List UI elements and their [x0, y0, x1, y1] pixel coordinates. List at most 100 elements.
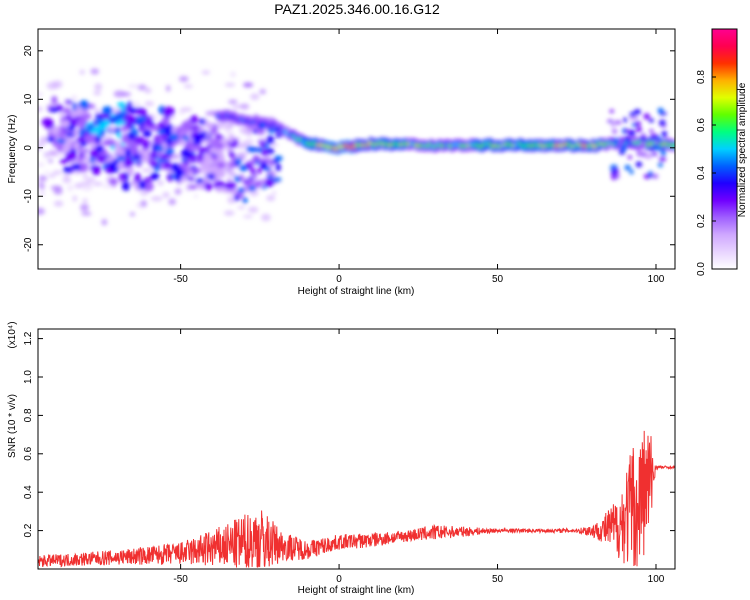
heat-cell [629, 169, 634, 175]
snr-x-ticks: -50 0 50 100 [173, 329, 665, 585]
heat-cell [79, 69, 85, 75]
heat-cell [205, 173, 216, 179]
heat-cell [614, 120, 622, 125]
heat-cell [134, 172, 142, 183]
heat-cell [224, 128, 231, 134]
heat-cell [267, 174, 273, 180]
heat-cell [229, 71, 237, 78]
heat-cell [74, 128, 80, 137]
heat-cell [620, 145, 627, 151]
heat-cell [165, 85, 171, 92]
colorbar-label: Normalized spectral amplitude [737, 82, 748, 217]
heat-cell [65, 132, 75, 138]
heat-cell [659, 157, 667, 162]
heat-cell [48, 107, 60, 113]
heat-cell [643, 113, 650, 120]
heat-cell [260, 122, 265, 129]
heat-cell [39, 182, 45, 190]
spectrogram-frame [37, 28, 676, 270]
heat-cell [623, 117, 628, 123]
heat-cell [51, 95, 58, 104]
heat-cell [107, 126, 117, 131]
heat-cell [72, 195, 78, 202]
x-tick-label: 50 [492, 274, 504, 285]
heat-cell [223, 210, 235, 216]
heat-cell [201, 70, 211, 75]
heat-cell [93, 90, 102, 96]
heat-cell [148, 151, 158, 159]
heat-cell [142, 129, 152, 138]
snr-y-scale-label: (x10⁴) [7, 321, 18, 348]
snr-panel: -50 0 50 100 0.2 0.4 0.6 0.8 1.0 1.2 Height of s… [7, 321, 676, 596]
heat-cell [176, 188, 182, 192]
spectrogram-x-ticks: -50 0 50 100 [173, 29, 665, 285]
heat-cell [127, 167, 134, 177]
heat-cell [228, 99, 238, 105]
x-tick-label: 0 [336, 574, 342, 585]
heat-cell [611, 173, 617, 180]
heat-cell [237, 205, 246, 210]
heat-cell [82, 173, 88, 180]
heat-cell [610, 170, 618, 175]
heat-cell [195, 177, 205, 185]
heat-cell [150, 172, 160, 181]
heat-cell [634, 121, 641, 127]
heat-cell [206, 122, 215, 130]
heat-cell [610, 121, 616, 128]
heat-cell [228, 151, 236, 158]
heat-cell [651, 134, 659, 138]
heat-cell [205, 154, 212, 164]
heat-cell [215, 186, 225, 193]
heat-cell [62, 177, 72, 184]
heat-cell [240, 103, 250, 111]
heat-cell [217, 154, 226, 162]
spectrogram-x-axis-label: Height of straight line (km) [298, 286, 415, 297]
colorbar-tick-label: 0.2 [696, 214, 707, 228]
heat-cell [44, 170, 50, 174]
heat-cell [65, 139, 73, 149]
heat-cell [136, 116, 148, 122]
spectrogram-y-ticks: -20 -10 0 10 20 [23, 45, 675, 252]
heat-cell [214, 168, 226, 179]
heat-cell [79, 203, 89, 212]
heat-cell [255, 160, 260, 165]
heat-cell [60, 119, 70, 128]
heat-cell [117, 132, 122, 139]
heat-cell [659, 119, 666, 126]
heat-cell [81, 183, 93, 191]
heat-cell [250, 167, 256, 176]
heat-cell [52, 80, 63, 89]
heat-cell [628, 129, 636, 137]
heat-cell [76, 137, 84, 143]
heat-cell [654, 140, 660, 145]
heat-cell [95, 145, 104, 153]
heat-cell [169, 154, 180, 160]
heat-cell [270, 143, 279, 147]
heat-cell [102, 119, 111, 127]
heat-cell [81, 101, 89, 110]
heat-cell [215, 142, 225, 150]
snr-series-line [38, 430, 675, 568]
heat-cell [640, 141, 646, 147]
heat-cell [118, 173, 126, 180]
heat-cell [138, 180, 147, 190]
heat-cell [239, 164, 248, 172]
heat-cell [266, 147, 275, 155]
heat-cell [102, 184, 113, 189]
heat-cell [272, 177, 282, 183]
heat-cell [247, 131, 252, 138]
heat-cell [275, 133, 282, 138]
heat-cell [613, 137, 620, 145]
heat-cell [636, 151, 642, 157]
heat-cell [635, 161, 643, 168]
heat-cell [178, 75, 189, 83]
heat-cell [624, 164, 631, 171]
heat-cell [246, 145, 254, 152]
heat-cell [144, 101, 155, 107]
heat-cell [261, 149, 269, 157]
heat-cell [117, 102, 125, 108]
snr-y-ticks: 0.2 0.4 0.6 0.8 1.0 1.2 [23, 331, 675, 538]
heat-cell [52, 170, 63, 175]
heat-cell [48, 150, 59, 156]
heat-cell [95, 113, 102, 119]
